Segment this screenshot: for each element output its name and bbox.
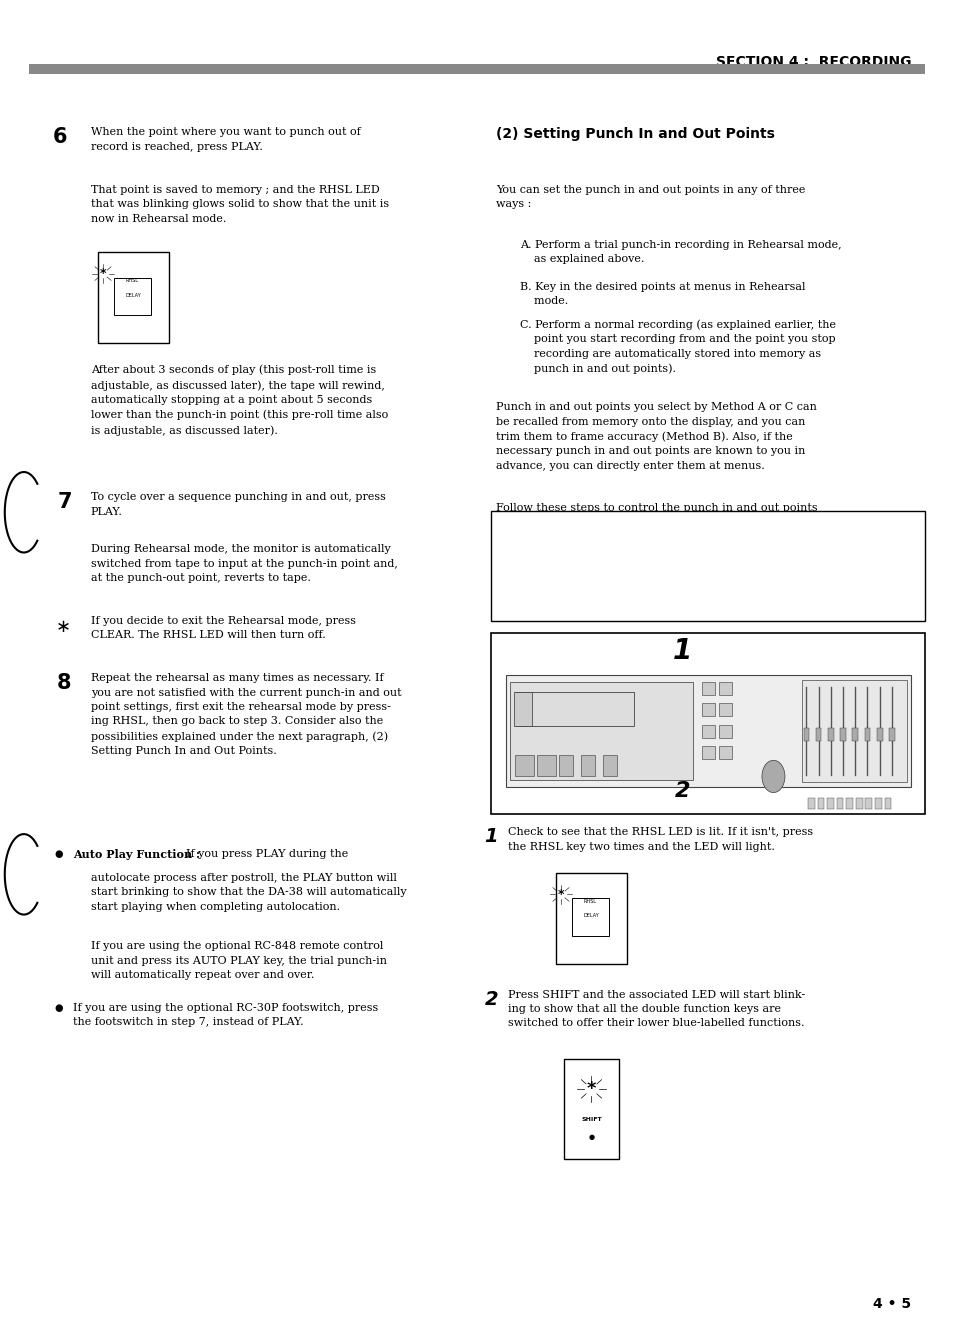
Bar — [515, 692, 633, 725]
Text: During Rehearsal mode, the monitor is automatically
switched from tape to input : During Rehearsal mode, the monitor is au… — [91, 544, 397, 583]
Text: 7: 7 — [57, 492, 71, 512]
Bar — [719, 746, 731, 759]
Bar — [888, 728, 894, 742]
Bar — [874, 798, 881, 809]
Text: NOTE: NOTE — [700, 522, 735, 535]
Bar — [563, 1059, 618, 1159]
Text: 8: 8 — [57, 673, 71, 693]
Bar — [29, 64, 924, 74]
Text: 6: 6 — [52, 127, 67, 148]
Bar — [719, 703, 731, 716]
Bar — [801, 680, 906, 782]
Text: RHSL: RHSL — [583, 898, 597, 904]
Bar — [827, 728, 833, 742]
Bar — [863, 728, 869, 742]
Text: Follow these steps to control the punch in and out points
from menus :: Follow these steps to control the punch … — [496, 503, 817, 527]
Text: DELAY: DELAY — [126, 292, 142, 298]
Bar — [864, 798, 871, 809]
Bar — [826, 798, 833, 809]
Bar — [505, 675, 910, 787]
Text: You can set the punch in and out points in any of three
ways :: You can set the punch in and out points … — [496, 185, 804, 209]
Text: 1: 1 — [672, 637, 691, 665]
Bar — [883, 798, 890, 809]
Bar — [817, 798, 823, 809]
Text: 1: 1 — [484, 827, 497, 846]
Bar — [580, 755, 595, 776]
Bar — [701, 703, 714, 716]
Text: SHIFT: SHIFT — [580, 1117, 601, 1122]
Text: If you press PLAY during the: If you press PLAY during the — [186, 849, 348, 858]
Text: Press SHIFT and the associated LED will start blink-
ing to show that all the do: Press SHIFT and the associated LED will … — [507, 990, 804, 1029]
Text: autolocate process after postroll, the PLAY button will
start brinking to show t: autolocate process after postroll, the P… — [91, 873, 406, 912]
Text: If you are using the optional RC-30P footswitch, press
the footswitch in step 7,: If you are using the optional RC-30P foo… — [73, 1003, 378, 1027]
Bar — [719, 724, 731, 738]
Text: ●: ● — [588, 1134, 594, 1140]
Text: RHSL: RHSL — [126, 278, 139, 283]
Text: ●: ● — [54, 849, 63, 858]
Bar — [701, 746, 714, 759]
Bar — [491, 633, 924, 814]
Bar — [719, 681, 731, 695]
Text: To cycle over a sequence punching in and out, press
PLAY.: To cycle over a sequence punching in and… — [91, 492, 385, 516]
Bar — [701, 681, 714, 695]
Bar — [514, 692, 532, 725]
Text: *: * — [586, 1080, 596, 1098]
Text: 2: 2 — [484, 990, 497, 1008]
Bar — [840, 728, 845, 742]
Bar — [515, 755, 534, 776]
Bar — [815, 728, 821, 742]
Text: DELAY: DELAY — [583, 913, 599, 919]
Text: SECTION 4 :  RECORDING: SECTION 4 : RECORDING — [715, 55, 910, 68]
Text: A. Perform a trial punch-in recording in Rehearsal mode,
    as explained above.: A. Perform a trial punch-in recording in… — [519, 240, 841, 264]
Bar — [491, 511, 924, 621]
Bar — [555, 873, 626, 964]
Text: After about 3 seconds of play (this post-roll time is
adjustable, as discussed l: After about 3 seconds of play (this post… — [91, 365, 388, 436]
Text: When the point where you want to punch out of
record is reached, press PLAY.: When the point where you want to punch o… — [91, 127, 360, 152]
Text: Each time you enter a punch in or out point, it over-
writes the previous one.: Each time you enter a punch in or out po… — [502, 551, 796, 575]
Bar — [510, 681, 692, 780]
Bar — [836, 798, 842, 809]
Bar — [537, 755, 556, 776]
Text: 4 • 5: 4 • 5 — [872, 1298, 910, 1311]
Text: 2: 2 — [674, 780, 689, 801]
Bar — [807, 798, 814, 809]
Bar — [602, 755, 617, 776]
Text: *: * — [558, 888, 563, 901]
Circle shape — [761, 760, 784, 793]
Text: If you are using the optional RC-848 remote control
unit and press its AUTO PLAY: If you are using the optional RC-848 rem… — [91, 941, 386, 980]
Bar — [701, 724, 714, 738]
Bar — [558, 755, 573, 776]
Text: C. Perform a normal recording (as explained earlier, the
    point you start rec: C. Perform a normal recording (as explai… — [519, 319, 835, 374]
Bar — [876, 728, 882, 742]
Text: That point is saved to memory ; and the RHSL LED
that was blinking glows solid t: That point is saved to memory ; and the … — [91, 185, 389, 224]
Bar — [572, 898, 608, 936]
Text: ∗: ∗ — [55, 618, 71, 636]
Text: Auto Play Function :: Auto Play Function : — [73, 849, 204, 860]
Text: B. Key in the desired points at menus in Rehearsal
    mode.: B. Key in the desired points at menus in… — [519, 282, 804, 306]
Text: *: * — [100, 267, 106, 280]
Bar — [855, 798, 862, 809]
Bar — [114, 278, 151, 315]
Text: ●: ● — [54, 1003, 63, 1012]
Bar — [852, 728, 858, 742]
Bar — [845, 798, 852, 809]
Text: (2) Setting Punch In and Out Points: (2) Setting Punch In and Out Points — [496, 127, 774, 141]
Text: If you decide to exit the Rehearsal mode, press
CLEAR. The RHSL LED will then tu: If you decide to exit the Rehearsal mode… — [91, 616, 355, 640]
Text: Punch in and out points you select by Method A or C can
be recalled from memory : Punch in and out points you select by Me… — [496, 402, 816, 471]
Text: Repeat the rehearsal as many times as necessary. If
you are not satisfied with t: Repeat the rehearsal as many times as ne… — [91, 673, 401, 756]
Bar — [98, 252, 170, 343]
Bar — [29, 64, 924, 74]
Text: Check to see that the RHSL LED is lit. If it isn't, press
the RHSL key two times: Check to see that the RHSL LED is lit. I… — [507, 827, 812, 852]
Bar — [802, 728, 808, 742]
